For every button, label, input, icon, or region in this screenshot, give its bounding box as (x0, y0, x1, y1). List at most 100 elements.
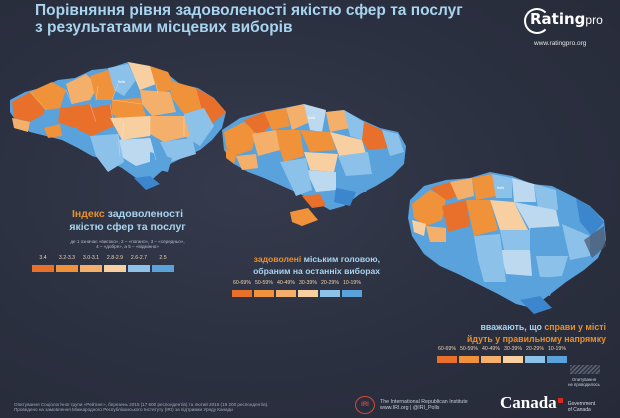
legend-swatch: 60-69% (437, 346, 457, 363)
legend-swatch-label: 50-59% (255, 280, 273, 286)
map2-region-odesa (280, 158, 312, 196)
canada-flag-icon (557, 398, 563, 403)
legend-direction-title-2b: у правильному напрямку (495, 334, 606, 344)
legend-swatch: 30-39% (503, 346, 523, 363)
legend-mayor-title-line2: обраним на останніх виборах (253, 266, 380, 276)
legend-swatch-label: 2.8-2.9 (106, 255, 124, 261)
map1-region-dnipro (150, 116, 190, 142)
map2-region-cherkasy (300, 130, 336, 152)
map3-region-crimea (520, 296, 552, 314)
legend-index-note-line2: 4 – «добре», а 5 – «відмінно» (96, 244, 159, 250)
legend-swatch: 2.8-2.9 (104, 255, 126, 272)
no-elections-swatch (570, 365, 600, 374)
map1-region-kyiv (108, 64, 136, 96)
iri-line1: The International Republican Institute (380, 398, 468, 405)
map2-region-sumy (344, 110, 364, 140)
iri-line2: www.IRI.org | @IRI_Polls (380, 405, 440, 411)
map3-region-khmelnytskyi (442, 200, 470, 232)
map2-region-poltava (330, 132, 366, 158)
legend-swatch: 20-29% (525, 346, 545, 363)
map2-region-vinnytsia (276, 130, 304, 162)
map3-region-west (412, 190, 446, 226)
map1-region-mykolaiv (116, 138, 156, 166)
map2-region-chernivtsi (236, 154, 258, 170)
canada-wordmark: Canada (500, 393, 557, 412)
map-satisfaction-index (10, 62, 226, 190)
legend-swatch: 40-49% (481, 346, 501, 363)
no-elections-label: Опитування не проводилось (566, 377, 602, 387)
legend-swatch: 3.2-3.3 (56, 255, 78, 272)
map3-region-donetsk (562, 224, 590, 260)
canada-gov-line2: of Canada (567, 407, 591, 413)
legend-swatch: 2.5 (152, 255, 174, 272)
map1-region-zaporizhzhia (160, 138, 196, 162)
map-mayor-satisfaction (222, 104, 406, 226)
legend-swatch: 10-19% (547, 346, 567, 363)
city-label-kyiv-map3: Київ (497, 186, 505, 190)
map1-region-rivne (66, 74, 98, 104)
legend-swatch-label: 40-49% (277, 280, 295, 286)
legend-direction-title-1b: справи у місті (544, 322, 606, 332)
legend-direction-title-2a: йдуть (466, 334, 496, 344)
city-label-kyiv-map1: Київ (118, 80, 126, 84)
footer-line1: Опитування Соціологічної групи «Рейтинг»… (14, 402, 269, 407)
map2-region-kyiv (304, 104, 326, 132)
map2-region-volyn (244, 112, 272, 134)
map3-region-kharkiv (556, 190, 580, 222)
map-right-direction (408, 172, 606, 314)
map2-region-mykolaiv (306, 170, 336, 192)
legend-swatch-label: 20-29% (526, 346, 544, 352)
logo-circle-icon (524, 8, 550, 34)
map2-region-luhansk (382, 130, 404, 156)
legend-mayor-title-rest: міським головою, (301, 254, 380, 264)
legend-swatch: 50-59% (254, 280, 274, 297)
legend-swatch: 3.0-3.1 (80, 255, 102, 272)
legend-swatch: 60-69% (232, 280, 252, 297)
map2-region-crimea-b (302, 194, 326, 208)
map3-region-poltava (514, 202, 560, 230)
map3-region-sumy (534, 184, 558, 210)
map1-region-odesa (90, 134, 124, 172)
legend-swatch-label: 20-29% (321, 280, 339, 286)
legend-index-note: де 1 означає «високо», 2 – «погано», 3 –… (25, 239, 230, 250)
map3-region-zhytomyr (472, 174, 496, 200)
map2-region-kherson (334, 188, 356, 206)
legend-swatch-label: 3.2-3.3 (58, 255, 76, 261)
map3-region-kyiv (492, 174, 512, 198)
legend-index-title-line2: якістю сфер та послуг (69, 221, 186, 233)
map1-region-chernihiv (128, 62, 156, 90)
legend-swatch-label: 3.4 (39, 255, 47, 261)
legend-direction-scale: 60-69% 50-59% 40-49% 30-39% 20-29% 10-19% (437, 346, 569, 363)
map1-region-volyn (30, 82, 66, 110)
legend-direction-title-1a: вважають, що (480, 322, 545, 332)
legend-index-title-word1: Індекс (71, 208, 105, 220)
legend-mayor-scale: 60-69% 50-59% 40-49% 30-39% 20-29% 10-19% (232, 280, 364, 297)
ratingpro-logo: Ratingpro www.ratingpro.org (524, 8, 603, 47)
map1-region-zakarpattia (12, 118, 30, 132)
canada-gov-line1: Government (567, 401, 596, 407)
legend-mayor-title: задоволені міським головою, обраним на о… (228, 253, 380, 277)
map1-region-crimea (134, 176, 160, 190)
legend-swatch-label: 10-19% (343, 280, 361, 286)
legend-swatch: 30-39% (298, 280, 318, 297)
map2-region-dnipro (338, 152, 372, 176)
map3-region-zakarpattia (412, 220, 426, 236)
iri-text: The International Republican Institute w… (380, 399, 468, 412)
legend-swatch: 40-49% (276, 280, 296, 297)
legend-swatch-label: 10-19% (548, 346, 566, 352)
legend-swatch: 10-19% (342, 280, 362, 297)
legend-swatch-label: 2.6-2.7 (130, 255, 148, 261)
map3-region-odesa (474, 234, 506, 282)
map3-region-kirovohrad (500, 230, 530, 250)
no-elections-line2: не проводилось (568, 382, 600, 387)
map2-region-kirovohrad (304, 152, 338, 172)
footer-note: Опитування Соціологічної групи «Рейтинг»… (14, 402, 344, 413)
city-label-kyiv-map2: Київ (308, 116, 316, 120)
legend-index-scale: 3.4 3.2-3.3 3.0-3.1 2.8-2.9 2.6-2.7 2.5 (32, 255, 176, 272)
map1-region-cherkasy (112, 98, 146, 122)
map3-region-vinnytsia (466, 200, 498, 236)
logo-url: www.ratingpro.org (534, 40, 587, 47)
legend-swatch-label: 50-59% (460, 346, 478, 352)
iri-logo: IRI The International Republican Institu… (355, 396, 468, 414)
